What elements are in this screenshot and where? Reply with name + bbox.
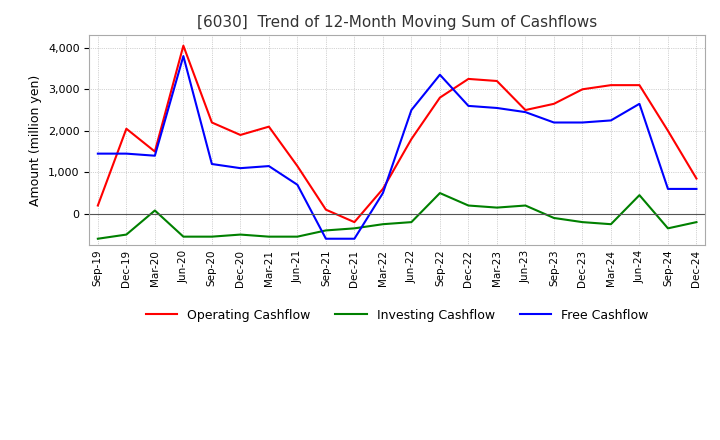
Line: Operating Cashflow: Operating Cashflow — [98, 46, 696, 222]
Free Cashflow — [322, 236, 330, 242]
Operating Cashflow — [521, 107, 530, 113]
Investing Cashflow — [264, 234, 273, 239]
Investing Cashflow — [350, 226, 359, 231]
Free Cashflow — [293, 182, 302, 187]
Free Cashflow — [692, 186, 701, 191]
Free Cashflow — [521, 110, 530, 115]
Free Cashflow — [635, 101, 644, 106]
Free Cashflow — [549, 120, 558, 125]
Title: [6030]  Trend of 12-Month Moving Sum of Cashflows: [6030] Trend of 12-Month Moving Sum of C… — [197, 15, 598, 30]
Investing Cashflow — [379, 222, 387, 227]
Operating Cashflow — [607, 83, 616, 88]
Investing Cashflow — [578, 220, 587, 225]
Operating Cashflow — [150, 149, 159, 154]
Operating Cashflow — [264, 124, 273, 129]
Operating Cashflow — [322, 207, 330, 213]
Investing Cashflow — [122, 232, 130, 237]
Operating Cashflow — [664, 128, 672, 133]
Investing Cashflow — [293, 234, 302, 239]
Operating Cashflow — [379, 186, 387, 191]
Investing Cashflow — [635, 193, 644, 198]
Free Cashflow — [150, 153, 159, 158]
Operating Cashflow — [549, 101, 558, 106]
Line: Investing Cashflow: Investing Cashflow — [98, 193, 696, 239]
Investing Cashflow — [492, 205, 501, 210]
Investing Cashflow — [436, 191, 444, 196]
Free Cashflow — [464, 103, 473, 109]
Operating Cashflow — [692, 176, 701, 181]
Investing Cashflow — [464, 203, 473, 208]
Legend: Operating Cashflow, Investing Cashflow, Free Cashflow: Operating Cashflow, Investing Cashflow, … — [141, 304, 654, 327]
Free Cashflow — [664, 186, 672, 191]
Investing Cashflow — [407, 220, 415, 225]
Investing Cashflow — [549, 215, 558, 220]
Y-axis label: Amount (million yen): Amount (million yen) — [30, 74, 42, 206]
Operating Cashflow — [635, 83, 644, 88]
Investing Cashflow — [207, 234, 216, 239]
Operating Cashflow — [350, 220, 359, 225]
Free Cashflow — [407, 107, 415, 113]
Free Cashflow — [578, 120, 587, 125]
Operating Cashflow — [94, 203, 102, 208]
Free Cashflow — [94, 151, 102, 156]
Operating Cashflow — [122, 126, 130, 132]
Free Cashflow — [122, 151, 130, 156]
Free Cashflow — [264, 163, 273, 169]
Operating Cashflow — [207, 120, 216, 125]
Free Cashflow — [350, 236, 359, 242]
Line: Free Cashflow: Free Cashflow — [98, 56, 696, 239]
Operating Cashflow — [236, 132, 245, 138]
Investing Cashflow — [150, 208, 159, 213]
Operating Cashflow — [407, 136, 415, 142]
Investing Cashflow — [521, 203, 530, 208]
Operating Cashflow — [492, 78, 501, 84]
Operating Cashflow — [179, 43, 188, 48]
Investing Cashflow — [607, 222, 616, 227]
Free Cashflow — [436, 72, 444, 77]
Free Cashflow — [607, 118, 616, 123]
Investing Cashflow — [179, 234, 188, 239]
Investing Cashflow — [322, 228, 330, 233]
Free Cashflow — [492, 105, 501, 110]
Operating Cashflow — [578, 87, 587, 92]
Operating Cashflow — [436, 95, 444, 100]
Investing Cashflow — [692, 220, 701, 225]
Investing Cashflow — [664, 226, 672, 231]
Investing Cashflow — [236, 232, 245, 237]
Free Cashflow — [236, 165, 245, 171]
Free Cashflow — [207, 161, 216, 167]
Free Cashflow — [179, 53, 188, 59]
Operating Cashflow — [464, 76, 473, 81]
Free Cashflow — [379, 191, 387, 196]
Investing Cashflow — [94, 236, 102, 242]
Operating Cashflow — [293, 163, 302, 169]
